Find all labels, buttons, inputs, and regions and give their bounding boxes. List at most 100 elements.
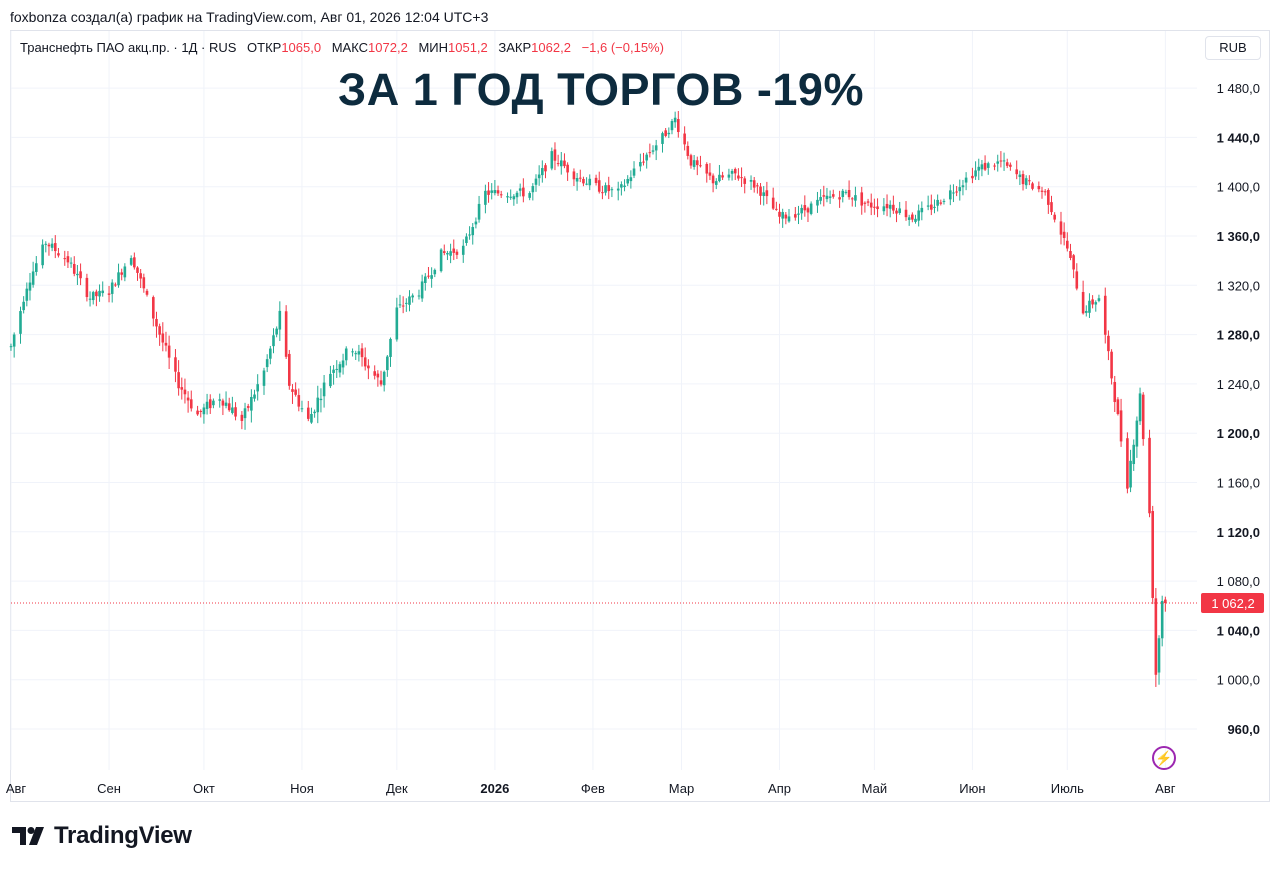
candle-body xyxy=(76,273,79,276)
close-value: 1062,2 xyxy=(531,40,571,55)
candle-body xyxy=(531,186,535,193)
candle-body xyxy=(335,368,339,370)
candle-body xyxy=(714,181,718,185)
candle-body xyxy=(91,292,95,301)
candle-body xyxy=(1024,178,1028,186)
candle-body xyxy=(794,214,797,218)
candle-body xyxy=(1107,335,1110,352)
candle-body xyxy=(136,267,139,273)
lightning-icon[interactable]: ⚡ xyxy=(1152,746,1176,770)
candle-body xyxy=(231,407,234,413)
candle-body xyxy=(398,304,402,306)
candle-body xyxy=(787,216,791,222)
candle-body xyxy=(623,185,626,188)
candle-body xyxy=(310,413,313,423)
candle-body xyxy=(1157,638,1161,673)
candles-layer xyxy=(9,111,1167,687)
candle-body xyxy=(474,221,478,225)
candle-body xyxy=(117,272,120,286)
candle-body xyxy=(218,399,222,401)
candle-body xyxy=(449,251,452,256)
candle-body xyxy=(575,178,579,182)
x-tick-label: Окт xyxy=(193,781,215,796)
candle-body xyxy=(1138,393,1142,422)
last-price-label: 1 062,2 xyxy=(1211,596,1254,611)
candle-body xyxy=(775,208,778,210)
candle-body xyxy=(800,207,803,214)
low-value: 1051,2 xyxy=(448,40,488,55)
candle-body xyxy=(189,399,193,409)
candle-body xyxy=(648,152,652,154)
candle-body xyxy=(250,396,253,411)
candle-body xyxy=(907,217,911,220)
candle-body xyxy=(66,256,70,263)
candle-body xyxy=(1053,214,1056,220)
y-tick-label: 1 440,0 xyxy=(1217,130,1260,145)
y-tick-label: 960,0 xyxy=(1227,722,1260,737)
y-tick-label: 1 040,0 xyxy=(1217,623,1260,638)
candle-body xyxy=(167,345,171,358)
candle-body xyxy=(911,214,914,220)
candle-body xyxy=(942,200,946,202)
candle-body xyxy=(566,164,569,173)
candle-body xyxy=(683,133,686,145)
candle-body xyxy=(278,310,282,330)
candle-body xyxy=(41,244,44,266)
candle-body xyxy=(749,179,753,182)
candle-body xyxy=(999,160,1003,162)
candle-body xyxy=(572,171,576,180)
candle-body xyxy=(904,209,908,218)
x-tick-label: Фев xyxy=(581,781,605,796)
symbol-title[interactable]: Транснефть ПАО акц.пр. · 1Д · RUS xyxy=(20,40,237,55)
candle-body xyxy=(1009,164,1012,167)
candle-body xyxy=(809,203,813,214)
candle-body xyxy=(765,190,769,197)
candle-body xyxy=(275,328,278,335)
x-tick-label: Июн xyxy=(959,781,985,796)
currency-button[interactable]: RUB xyxy=(1205,36,1261,60)
candle-body xyxy=(718,174,721,182)
y-tick-label: 1 160,0 xyxy=(1217,476,1260,491)
candle-body xyxy=(319,398,323,401)
candle-body xyxy=(205,401,209,409)
candle-body xyxy=(737,175,740,179)
candle-body xyxy=(300,408,304,410)
candle-body xyxy=(306,407,310,419)
candle-body xyxy=(705,164,709,174)
candle-body xyxy=(518,188,522,191)
candle-body xyxy=(743,178,747,184)
candle-body xyxy=(847,190,851,198)
candle-body xyxy=(265,359,269,368)
candle-body xyxy=(1110,351,1113,379)
candle-body xyxy=(661,133,664,144)
candle-body xyxy=(19,311,22,334)
candle-body xyxy=(819,197,822,201)
candle-body xyxy=(797,213,800,215)
candle-body xyxy=(28,282,32,291)
candle-body xyxy=(256,384,259,392)
candle-body xyxy=(1062,231,1066,238)
candle-body xyxy=(1072,255,1075,270)
candle-body xyxy=(420,281,424,299)
candle-body xyxy=(408,296,411,305)
y-tick-label: 1 480,0 xyxy=(1217,81,1260,96)
candle-body xyxy=(196,410,199,415)
candle-body xyxy=(155,318,158,327)
candle-body xyxy=(654,145,658,151)
candle-body xyxy=(1043,191,1047,193)
candle-body xyxy=(964,177,968,183)
candle-body xyxy=(313,411,316,414)
candle-body xyxy=(69,262,73,264)
tradingview-brand[interactable]: TradingView xyxy=(12,822,192,850)
candle-body xyxy=(898,208,901,213)
x-tick-label: Авг xyxy=(1155,781,1176,796)
candle-body xyxy=(1066,240,1069,249)
candle-body xyxy=(53,243,57,252)
candle-body xyxy=(838,197,841,200)
candle-body xyxy=(202,407,206,415)
candle-body xyxy=(253,394,256,399)
candle-body xyxy=(471,227,475,236)
candle-body xyxy=(762,192,765,196)
y-tick-label: 1 360,0 xyxy=(1217,229,1260,244)
